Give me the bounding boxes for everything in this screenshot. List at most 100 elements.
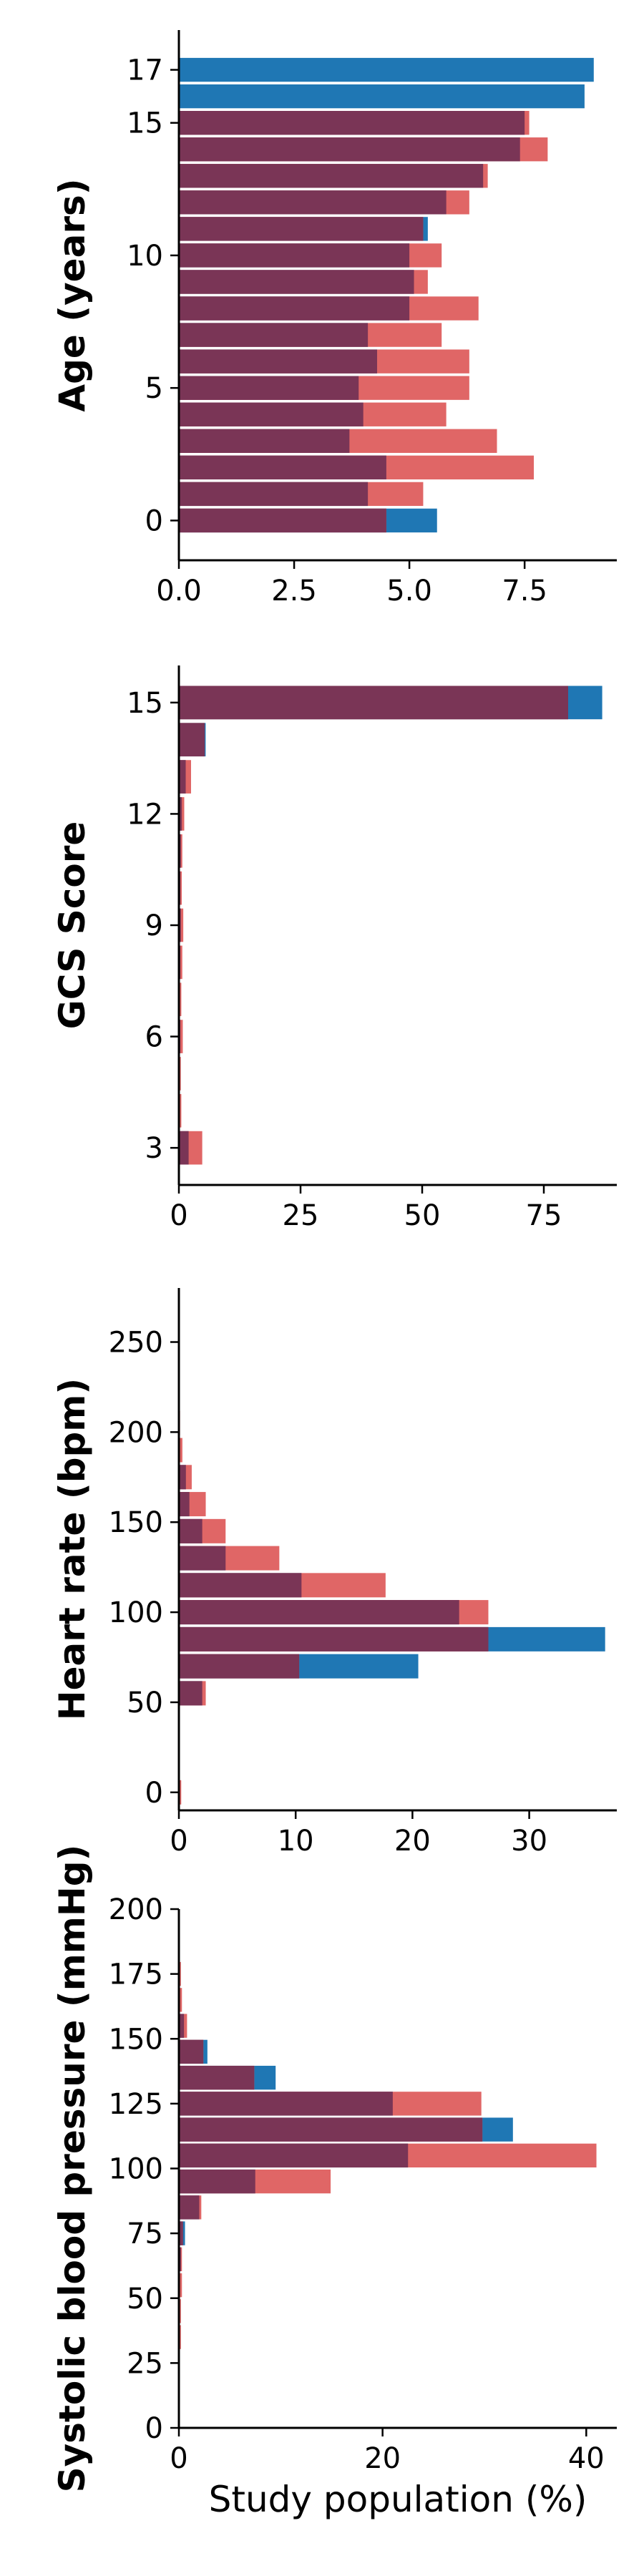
bar-overlap bbox=[179, 2169, 255, 2194]
x-tick-label: 2.5 bbox=[271, 575, 317, 608]
bar-overlap bbox=[179, 2117, 483, 2142]
bar-overlap bbox=[179, 376, 359, 400]
x-tick-label: 20 bbox=[364, 2442, 401, 2475]
y-tick-label: 200 bbox=[109, 1893, 163, 1926]
bar-overlap bbox=[179, 243, 410, 268]
y-tick-label: 0 bbox=[145, 2412, 163, 2445]
bar-overlap bbox=[179, 760, 186, 794]
bar-overlap bbox=[179, 1681, 203, 1706]
y-tick-label: 100 bbox=[109, 2153, 163, 2186]
bar-series-b bbox=[179, 945, 182, 980]
y-tick-label: 6 bbox=[145, 1021, 163, 1054]
x-tick-label: 75 bbox=[526, 1199, 562, 1232]
bar-overlap bbox=[179, 349, 378, 374]
x-tick-label: 0 bbox=[170, 2442, 187, 2475]
bar-overlap bbox=[179, 1492, 190, 1517]
bar-overlap bbox=[179, 723, 205, 757]
bar-series-b bbox=[179, 1988, 182, 2012]
bar-series-b bbox=[179, 1020, 183, 1053]
x-tick-label: 20 bbox=[394, 1825, 431, 1858]
bar-series-b bbox=[179, 982, 182, 1017]
y-tick-label: 17 bbox=[127, 54, 163, 87]
y-tick-label: 15 bbox=[127, 107, 163, 140]
y-tick-label: 0 bbox=[145, 1777, 163, 1810]
x-tick-label: 0 bbox=[170, 1199, 187, 1232]
bar-overlap bbox=[179, 797, 182, 831]
y-axis-label: Systolic blood pressure (mmHg) bbox=[52, 1845, 93, 2493]
y-tick-label: 10 bbox=[127, 240, 163, 273]
bar-overlap bbox=[179, 429, 350, 453]
bar-overlap bbox=[179, 1600, 459, 1625]
bar-series-b bbox=[179, 1438, 182, 1463]
bar-overlap bbox=[179, 2195, 200, 2220]
bar-overlap bbox=[179, 2014, 185, 2038]
x-tick-label: 10 bbox=[278, 1825, 314, 1858]
bar-series-a bbox=[179, 84, 585, 109]
bar-series-b bbox=[179, 871, 182, 905]
y-tick-label: 150 bbox=[109, 1506, 163, 1539]
panel-1: 0.0 2.5 5.0 7.5 0 5 10 15 17 Age (years) bbox=[52, 30, 617, 608]
y-tick-label: 250 bbox=[109, 1327, 163, 1360]
y-tick-label: 3 bbox=[145, 1132, 163, 1165]
y-tick-label: 5 bbox=[145, 372, 163, 405]
x-tick-label: 50 bbox=[404, 1199, 441, 1232]
y-tick-label: 9 bbox=[145, 909, 163, 942]
bar-overlap bbox=[179, 455, 386, 479]
y-tick-label: 15 bbox=[127, 687, 163, 720]
bar-overlap bbox=[179, 2039, 204, 2064]
panel-4: 0 20 40 0 25 50 75 100 125 150 175 200 Systolic bloo… bbox=[52, 1845, 617, 2493]
bar-overlap bbox=[179, 1518, 203, 1543]
x-tick-label: 0.0 bbox=[156, 575, 202, 608]
bar-overlap bbox=[179, 190, 447, 215]
y-tick-label: 200 bbox=[109, 1416, 163, 1449]
bar-overlap bbox=[179, 217, 424, 241]
x-tick-label: 25 bbox=[283, 1199, 319, 1232]
bar-overlap bbox=[179, 1654, 300, 1679]
bar-overlap bbox=[179, 1546, 226, 1571]
bar-overlap bbox=[179, 2143, 409, 2168]
x-axis-label: Study population (%) bbox=[209, 2479, 587, 2520]
x-tick-label: 0 bbox=[170, 1825, 187, 1858]
y-tick-label: 50 bbox=[127, 2283, 163, 2316]
x-tick-label: 5.0 bbox=[386, 575, 432, 608]
y-axis-label: GCS Score bbox=[52, 821, 93, 1030]
y-tick-label: 150 bbox=[109, 2023, 163, 2056]
bar-series-b bbox=[179, 1780, 182, 1805]
bar-overlap bbox=[179, 1465, 186, 1490]
y-tick-label: 12 bbox=[127, 798, 163, 831]
bar-series-b bbox=[179, 2273, 182, 2298]
y-axis-label: Age (years) bbox=[52, 178, 93, 411]
x-tick-label: 7.5 bbox=[502, 575, 547, 608]
x-tick-label: 40 bbox=[568, 2442, 605, 2475]
bar-overlap bbox=[179, 402, 364, 426]
panel-3: 0 10 20 30 0 50 100 150 200 250 Heart rate (bpm) bbox=[52, 1288, 617, 1858]
y-tick-label: 0 bbox=[145, 504, 163, 537]
bar-overlap bbox=[179, 2065, 255, 2090]
bar-overlap bbox=[179, 323, 369, 347]
y-tick-label: 175 bbox=[109, 1958, 163, 1991]
bar-overlap bbox=[179, 1626, 489, 1652]
panel-2: 0 25 50 75 3 6 9 12 15 GCS Score bbox=[52, 665, 617, 1232]
y-tick-label: 100 bbox=[109, 1596, 163, 1629]
bar-overlap bbox=[179, 1573, 302, 1598]
bar-series-a bbox=[179, 57, 594, 82]
bar-overlap bbox=[179, 2092, 393, 2116]
y-tick-label: 50 bbox=[127, 1687, 163, 1719]
bar-overlap bbox=[179, 137, 520, 162]
bar-overlap bbox=[179, 270, 414, 294]
y-tick-label: 75 bbox=[127, 2218, 163, 2250]
bar-overlap bbox=[179, 164, 484, 188]
bar-overlap bbox=[179, 508, 386, 533]
bar-overlap bbox=[179, 686, 568, 720]
bar-overlap bbox=[179, 482, 369, 507]
y-tick-label: 25 bbox=[127, 2347, 163, 2380]
y-axis-label: Heart rate (bpm) bbox=[52, 1378, 93, 1720]
bar-overlap bbox=[179, 296, 410, 321]
bar-series-b bbox=[179, 1093, 182, 1128]
y-tick-label: 125 bbox=[109, 2088, 163, 2121]
bar-series-b bbox=[179, 908, 184, 942]
bar-overlap bbox=[179, 1131, 189, 1165]
bar-overlap bbox=[179, 2221, 183, 2245]
bar-overlap bbox=[179, 111, 525, 135]
